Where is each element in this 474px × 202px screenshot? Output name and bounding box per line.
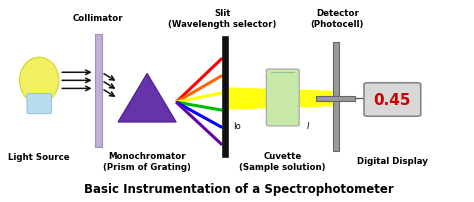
Text: Light Source: Light Source [9,153,70,162]
Polygon shape [118,74,176,122]
Text: Slit
(Wavelength selector): Slit (Wavelength selector) [168,9,276,29]
Text: 0.45: 0.45 [374,93,411,107]
Polygon shape [228,88,332,110]
FancyBboxPatch shape [364,83,421,117]
Text: Monochromator
(Prism of Grating): Monochromator (Prism of Grating) [103,151,191,171]
Bar [222,37,228,157]
Text: l: l [306,121,309,130]
FancyBboxPatch shape [27,94,51,114]
Bar [316,97,356,101]
FancyBboxPatch shape [266,70,299,126]
Text: Detector
(Photocell): Detector (Photocell) [310,9,364,29]
Text: Io: Io [233,121,241,130]
Text: Collimator: Collimator [73,14,123,23]
Bar [95,35,101,147]
Text: Cuvette
(Sample solution): Cuvette (Sample solution) [239,151,326,171]
Text: Basic Instrumentation of a Spectrophotometer: Basic Instrumentation of a Spectrophotom… [84,182,393,195]
Bar [332,43,338,151]
Text: Digital Display: Digital Display [357,157,428,166]
Ellipse shape [19,58,59,104]
